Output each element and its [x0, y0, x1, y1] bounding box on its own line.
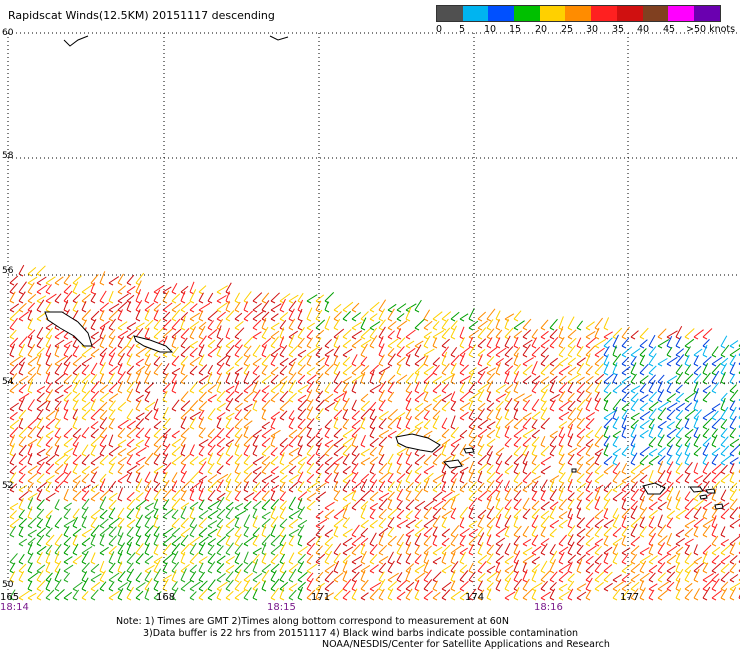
legend-swatch	[540, 6, 566, 21]
amchitka-island-2	[706, 489, 715, 493]
legend-swatch	[643, 6, 669, 21]
legend-swatch	[463, 6, 489, 21]
map-title: Rapidscat Winds(12.5KM) 20151117 descend…	[8, 9, 275, 22]
legend-swatch	[591, 6, 617, 21]
near-islands-3	[464, 448, 474, 453]
legend-swatch	[437, 6, 463, 21]
rat-island	[572, 469, 576, 472]
legend-swatch	[565, 6, 591, 21]
rat-islands-2	[715, 504, 723, 509]
legend-swatch	[514, 6, 540, 21]
rat-islands-3	[700, 495, 707, 499]
legend-color-bar	[436, 5, 721, 22]
legend-swatch	[488, 6, 514, 21]
legend-swatch	[617, 6, 643, 21]
legend-swatch	[668, 6, 694, 21]
